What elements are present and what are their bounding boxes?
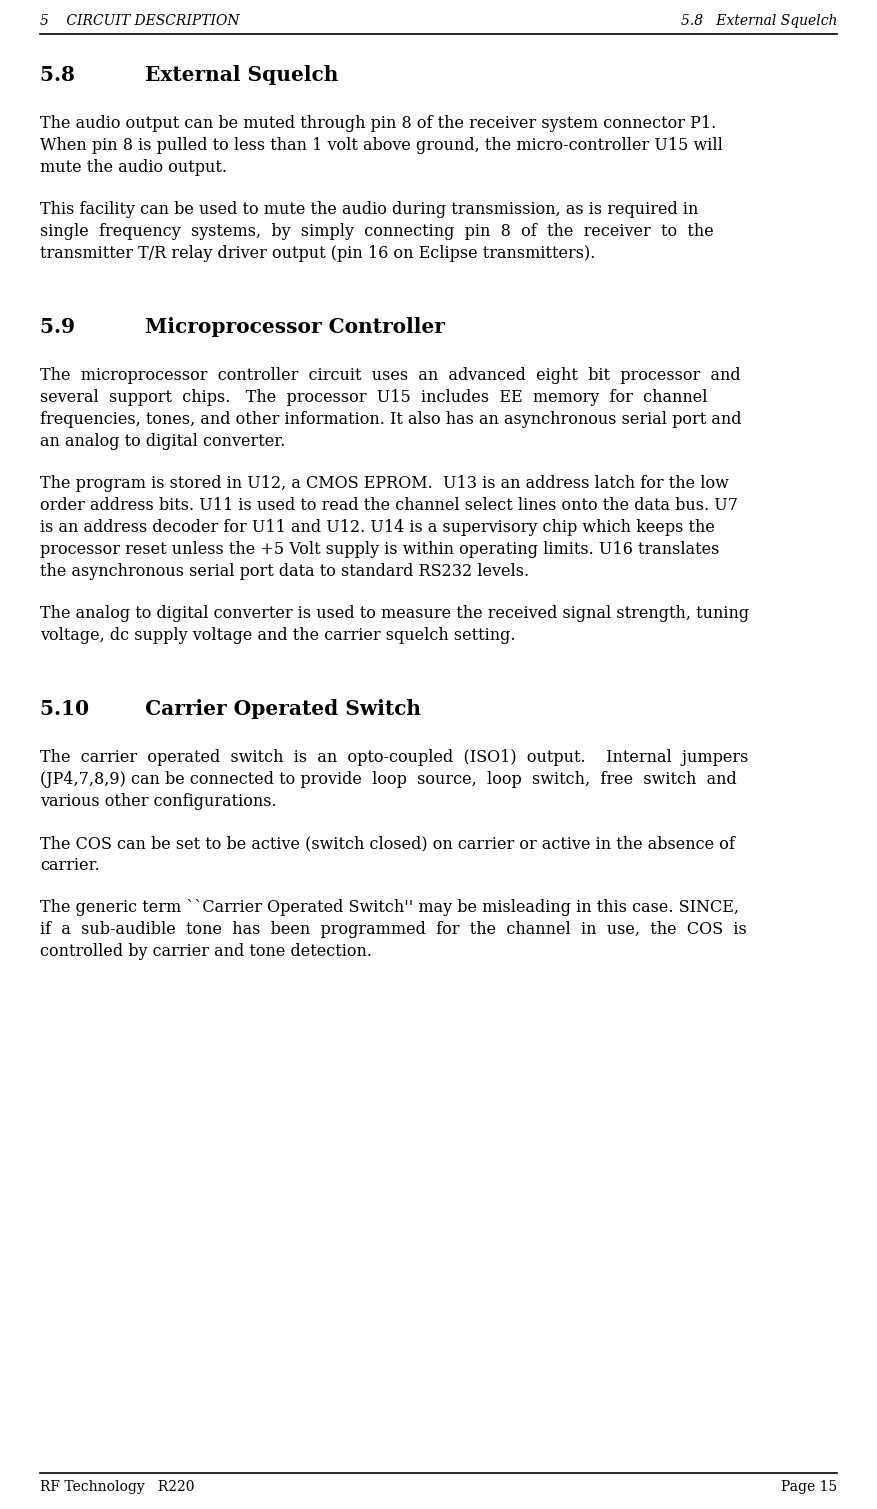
Text: if  a  sub-audible  tone  has  been  programmed  for  the  channel  in  use,  th: if a sub-audible tone has been programme… bbox=[40, 920, 746, 939]
Text: When pin 8 is pulled to less than 1 volt above ground, the micro-controller U15 : When pin 8 is pulled to less than 1 volt… bbox=[40, 137, 723, 154]
Text: an analog to digital converter.: an analog to digital converter. bbox=[40, 433, 285, 450]
Text: The  microprocessor  controller  circuit  uses  an  advanced  eight  bit  proces: The microprocessor controller circuit us… bbox=[40, 367, 740, 383]
Text: processor reset unless the +5 Volt supply is within operating limits. U16 transl: processor reset unless the +5 Volt suppl… bbox=[40, 542, 719, 558]
Text: voltage, dc supply voltage and the carrier squelch setting.: voltage, dc supply voltage and the carri… bbox=[40, 628, 516, 644]
Text: order address bits. U11 is used to read the channel select lines onto the data b: order address bits. U11 is used to read … bbox=[40, 496, 738, 515]
Text: The COS can be set to be active (switch closed) on carrier or active in the abse: The COS can be set to be active (switch … bbox=[40, 834, 735, 853]
Text: Page 15: Page 15 bbox=[781, 1480, 837, 1494]
Text: The audio output can be muted through pin 8 of the receiver system connector P1.: The audio output can be muted through pi… bbox=[40, 115, 717, 131]
Text: mute the audio output.: mute the audio output. bbox=[40, 158, 227, 177]
Text: single  frequency  systems,  by  simply  connecting  pin  8  of  the  receiver  : single frequency systems, by simply conn… bbox=[40, 223, 714, 240]
Text: transmitter T/R relay driver output (pin 16 on Eclipse transmitters).: transmitter T/R relay driver output (pin… bbox=[40, 244, 595, 263]
Text: The program is stored in U12, a CMOS EPROM.  U13 is an address latch for the low: The program is stored in U12, a CMOS EPR… bbox=[40, 475, 729, 492]
Text: the asynchronous serial port data to standard RS232 levels.: the asynchronous serial port data to sta… bbox=[40, 563, 529, 579]
Text: The  carrier  operated  switch  is  an  opto-coupled  (ISO1)  output.    Interna: The carrier operated switch is an opto-c… bbox=[40, 748, 748, 767]
Text: This facility can be used to mute the audio during transmission, as is required : This facility can be used to mute the au… bbox=[40, 201, 698, 217]
Text: 5.8   External Squelch: 5.8 External Squelch bbox=[681, 14, 837, 29]
Text: frequencies, tones, and other information. It also has an asynchronous serial po: frequencies, tones, and other informatio… bbox=[40, 410, 741, 429]
Text: controlled by carrier and tone detection.: controlled by carrier and tone detection… bbox=[40, 943, 372, 960]
Text: various other configurations.: various other configurations. bbox=[40, 794, 276, 810]
Text: The analog to digital converter is used to measure the received signal strength,: The analog to digital converter is used … bbox=[40, 605, 749, 622]
Text: several  support  chips.   The  processor  U15  includes  EE  memory  for  chann: several support chips. The processor U15… bbox=[40, 389, 708, 406]
Text: 5    CIRCUIT DESCRIPTION: 5 CIRCUIT DESCRIPTION bbox=[40, 14, 239, 29]
Text: 5.10        Carrier Operated Switch: 5.10 Carrier Operated Switch bbox=[40, 699, 421, 718]
Text: (JP4,7,8,9) can be connected to provide  loop  source,  loop  switch,  free  swi: (JP4,7,8,9) can be connected to provide … bbox=[40, 771, 737, 788]
Text: 5.8          External Squelch: 5.8 External Squelch bbox=[40, 65, 339, 85]
Text: The generic term ``Carrier Operated Switch'' may be misleading in this case. SIN: The generic term ``Carrier Operated Swit… bbox=[40, 899, 739, 916]
Text: is an address decoder for U11 and U12. U14 is a supervisory chip which keeps the: is an address decoder for U11 and U12. U… bbox=[40, 519, 715, 536]
Text: RF Technology   R220: RF Technology R220 bbox=[40, 1480, 195, 1494]
Text: 5.9          Microprocessor Controller: 5.9 Microprocessor Controller bbox=[40, 317, 445, 337]
Text: carrier.: carrier. bbox=[40, 857, 100, 874]
